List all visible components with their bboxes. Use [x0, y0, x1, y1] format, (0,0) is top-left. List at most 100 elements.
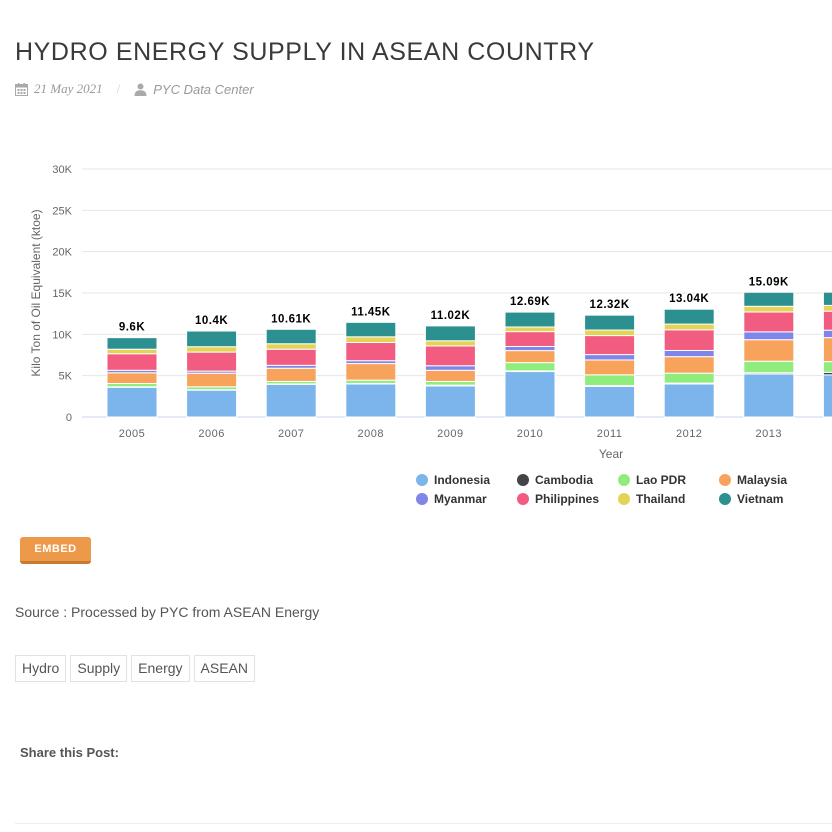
bar-segment-myanmar-2014 [822, 329, 832, 339]
bar-segment-malaysia-2011 [584, 359, 636, 376]
bar-segment-myanmar-2011 [584, 354, 636, 361]
bar-total-label: 10.61K [271, 313, 311, 325]
legend-marker-lao-pdr [618, 474, 630, 486]
post-date: 21 May 2021 [34, 81, 103, 96]
bar-segment-myanmar-2009 [424, 365, 476, 371]
bar-segment-myanmar-2012 [663, 349, 715, 358]
legend-label-cambodia: Cambodia [535, 473, 593, 487]
legend-label-lao-pdr: Lao PDR [636, 473, 686, 487]
tag-list: Hydro Supply Energy ASEAN [15, 655, 255, 682]
y-tick-label: 25K [52, 205, 72, 217]
share-title: Share this Post: [20, 745, 119, 760]
bar-segment-thailand-2012 [663, 323, 715, 331]
bar-segment-lao-pdr-2009 [424, 380, 476, 386]
legend-label-malaysia: Malaysia [737, 473, 787, 487]
bar-segment-thailand-2010 [504, 326, 556, 333]
post-meta: 21 May 2021 / PYC Data Center [15, 80, 254, 98]
bar-segment-indonesia-2010 [504, 371, 556, 418]
x-tick-label: 2006 [198, 428, 224, 440]
y-tick-label: 30K [52, 164, 72, 176]
chart-labels: 0 5K 10K 15K 20K 25K 30K Kilo Ton of Oil Equiva… [29, 164, 790, 461]
x-tick-label: 2010 [517, 428, 543, 440]
x-tick-label: 2012 [676, 428, 702, 440]
bar-total-label: 13.04K [669, 293, 709, 305]
bar-segment-thailand-2005 [106, 348, 158, 355]
bar-segment-malaysia-2007 [265, 367, 317, 382]
source-note: Source : Processed by PYC from ASEAN Ene… [15, 604, 320, 620]
legend-label-indonesia: Indonesia [434, 473, 490, 487]
bar-segment-philippines-2010 [504, 331, 556, 347]
bar-total-label: 12.32K [590, 299, 630, 311]
tag-asean[interactable]: ASEAN [193, 655, 255, 682]
bar-segment-philippines-2011 [584, 335, 636, 356]
bar-segment-lao-pdr-2011 [584, 374, 636, 387]
legend-label-vietnam: Vietnam [737, 492, 783, 506]
legend-marker-cambodia [517, 474, 529, 486]
tag-hydro[interactable]: Hydro [15, 655, 67, 682]
bar-segment-indonesia-2008 [345, 383, 397, 418]
y-axis-title: Kilo Ton of Oil Equivalent (ktoe) [29, 209, 43, 376]
bar-total-label: 11.45K [351, 306, 391, 318]
chart-legend: Indonesia Cambodia Lao PDR Malaysia Myanmar P… [416, 473, 787, 506]
bar-segment-philippines-2008 [345, 342, 397, 362]
bar-segment-indonesia-2012 [663, 383, 715, 418]
bar-segment-thailand-2009 [424, 340, 476, 347]
y-tick-label: 10K [52, 329, 72, 341]
bar-segment-philippines-2007 [265, 348, 317, 366]
embed-button[interactable]: EMBED [20, 537, 91, 564]
bar-segment-malaysia-2012 [663, 356, 715, 374]
legend-label-myanmar: Myanmar [434, 492, 487, 506]
bar-segment-vietnam-2011 [584, 314, 636, 331]
bar-segment-philippines-2006 [186, 351, 238, 372]
bar-segment-lao-pdr-2013 [743, 360, 795, 374]
chart-bars [106, 291, 832, 418]
bar-total-label: 15.09K [749, 276, 789, 288]
bar-segment-indonesia-2009 [424, 385, 476, 418]
y-tick-label: 5K [59, 371, 73, 383]
bar-segment-indonesia-2005 [106, 386, 158, 418]
bar-segment-indonesia-2013 [743, 373, 795, 418]
bar-segment-philippines-2013 [743, 311, 795, 333]
bar-segment-vietnam-2008 [345, 321, 397, 338]
tag-energy[interactable]: Energy [131, 655, 190, 682]
x-tick-label: 2009 [437, 428, 463, 440]
bar-segment-vietnam-2014 [822, 291, 832, 306]
legend-marker-malaysia [719, 474, 731, 486]
calendar-icon [15, 82, 28, 96]
bar-segment-lao-pdr-2010 [504, 362, 556, 372]
bar-segment-indonesia-2007 [265, 383, 317, 418]
bar-segment-thailand-2008 [345, 336, 397, 344]
bar-segment-philippines-2014 [822, 310, 832, 331]
bar-segment-malaysia-2010 [504, 350, 556, 364]
bar-segment-cambodia-2014 [822, 371, 832, 376]
bar-segment-myanmar-2010 [504, 345, 556, 352]
bar-segment-malaysia-2008 [345, 363, 397, 381]
bar-total-label: 9.6K [119, 322, 145, 334]
legend-label-philippines: Philippines [535, 492, 599, 506]
post-author[interactable]: PYC Data Center [153, 81, 254, 97]
bar-total-label: 10.4K [195, 315, 228, 327]
bar-segment-indonesia-2006 [186, 389, 238, 418]
bar-segment-thailand-2007 [265, 343, 317, 350]
legend-label-thailand: Thailand [636, 492, 685, 506]
x-tick-label: 2008 [358, 428, 384, 440]
bar-segment-myanmar-2013 [743, 331, 795, 341]
legend-marker-myanmar [416, 493, 428, 505]
bar-segment-vietnam-2006 [186, 330, 238, 348]
x-tick-label: 2005 [119, 428, 145, 440]
bar-segment-thailand-2013 [743, 305, 795, 313]
bar-segment-thailand-2014 [822, 304, 832, 312]
legend-marker-indonesia [416, 474, 428, 486]
bar-segment-indonesia-2014 [822, 374, 832, 418]
bar-segment-malaysia-2005 [106, 372, 158, 385]
page-title: HYDRO ENERGY SUPPLY IN ASEAN COUNTRY [15, 38, 595, 66]
bar-segment-malaysia-2014 [822, 337, 832, 363]
bar-segment-lao-pdr-2014 [822, 361, 832, 373]
y-tick-label: 20K [52, 247, 72, 259]
bar-segment-indonesia-2011 [584, 385, 636, 418]
x-axis-title: Year [599, 447, 623, 461]
bar-segment-vietnam-2013 [743, 291, 795, 307]
bar-segment-malaysia-2013 [743, 339, 795, 362]
tag-supply[interactable]: Supply [70, 655, 128, 682]
legend-marker-philippines [517, 493, 529, 505]
